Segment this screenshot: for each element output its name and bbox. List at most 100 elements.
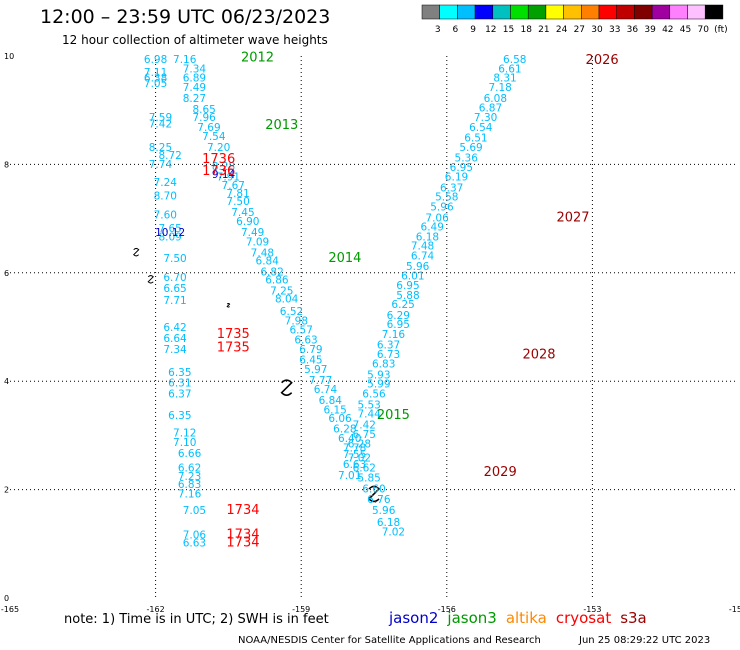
wave-height-value: 6.76 (367, 494, 391, 506)
color-swatch (563, 4, 582, 20)
wave-height-value: 7.11 (144, 67, 167, 79)
color-swatch (439, 4, 458, 20)
wave-height-value: 7.05 (183, 505, 206, 517)
y-tick-label: 8 (4, 160, 9, 169)
wave-height-value: 8.31 (493, 72, 516, 84)
wave-height-value: 7.98 (285, 315, 308, 327)
y-tick-label: 4 (4, 377, 9, 386)
legend-jason3: jason3 (447, 609, 497, 627)
wave-height-value: 7.16 (173, 54, 197, 66)
pass-time-label: 1734 (226, 536, 259, 551)
wave-height-value: 6.51 (464, 133, 487, 145)
wave-height-value: 6.63 (183, 538, 206, 550)
color-scale-label: 33 (609, 25, 620, 35)
island-coastline (367, 485, 381, 503)
wave-height-value: 6.38 (144, 72, 167, 84)
wave-height-value: 6.70 (163, 272, 186, 284)
pass-time-label: 1734 (226, 527, 259, 542)
color-swatch (510, 4, 529, 20)
wave-height-value: 7.74 (149, 159, 173, 171)
wave-height-value: 5.93 (367, 369, 390, 381)
wave-height-value: 6.89 (183, 72, 206, 84)
pass-time-label: 2027 (556, 210, 589, 225)
wave-height-value: 6.84 (319, 395, 343, 407)
wave-height-value: 7.10 (173, 437, 196, 449)
wave-height-value: 5.99 (367, 379, 390, 391)
wave-height-value: 6.01 (401, 270, 424, 282)
wave-height-value: 6.42 (163, 322, 186, 334)
y-tick-label: 10 (4, 52, 14, 61)
pass-time-label: 1735 (217, 327, 250, 342)
wave-height-value: 5.97 (304, 364, 327, 376)
wave-height-value: 8.04 (275, 294, 299, 306)
wave-height-value: 6.66 (178, 448, 202, 460)
credit-line: NOAA/NESDIS Center for Satellite Applica… (238, 635, 541, 646)
wave-height-value: 7.65 (158, 223, 181, 235)
x-tick-label: -150 (729, 605, 740, 614)
wave-height-value: 7.71 (163, 295, 186, 307)
wave-height-value: 6.40 (338, 433, 361, 445)
wave-height-value: 6.37 (440, 183, 463, 195)
pass-time-label: 1736 (202, 152, 235, 167)
wave-height-value: 6.75 (353, 429, 376, 441)
color-swatch (545, 4, 564, 20)
color-scale-label: 39 (644, 25, 656, 35)
wave-height-value: 6.65 (163, 283, 186, 295)
wave-height-value: 7.34 (163, 344, 187, 356)
map-grid: -165 -162 -159 -156 -153 -150 0 2 4 6 8 10 (1, 52, 740, 614)
page-subtitle: 12 hour collection of altimeter wave hei… (62, 33, 328, 47)
wave-height-value: 7.09 (246, 237, 269, 249)
color-swatch (651, 4, 671, 20)
wave-height-value: 8.27 (183, 93, 206, 105)
pass-time-label: 2028 (522, 347, 555, 362)
wave-height-value: 7.49 (183, 82, 206, 94)
wave-height-value: 6.83 (178, 479, 201, 491)
color-scale-label: (ft) (714, 25, 728, 35)
track-east: 6.586.618.317.186.086.877.306.546.515.69… (338, 54, 526, 482)
island-coastline (147, 275, 154, 284)
wave-height-value: 9.14 (212, 169, 236, 181)
pass-time-label: 2029 (484, 465, 517, 480)
wave-height-value: 7.42 (149, 119, 172, 131)
wave-height-value: 8.72 (158, 150, 181, 162)
color-swatch (704, 4, 724, 20)
wave-height-value: 6.74 (411, 250, 435, 262)
wave-height-value: 7.24 (154, 177, 178, 189)
color-scale-label: 27 (574, 25, 585, 35)
wave-height-value: 8.25 (149, 142, 172, 154)
wave-height-value: 7.54 (202, 131, 226, 143)
satellite-legend: jason2 jason3 altika cryosat s3a (389, 609, 656, 627)
pass-time-label: 2026 (586, 53, 619, 68)
color-swatch (616, 4, 635, 20)
wave-height-value: 6.82 (260, 267, 283, 279)
wave-height-value: 6.56 (362, 388, 386, 400)
wave-height-value: 6.87 (479, 102, 502, 114)
y-tick-label: 6 (4, 269, 9, 278)
color-scale-label: 9 (470, 25, 476, 35)
x-tick-label: -153 (583, 605, 601, 614)
wave-height-value: 7.81 (226, 188, 249, 200)
color-swatch (669, 4, 688, 20)
wave-height-value: 7.42 (353, 419, 376, 431)
color-scale-label: 24 (556, 25, 568, 35)
wave-height-value: 6.90 (236, 216, 259, 228)
wave-height-value: 6.37 (168, 388, 191, 400)
wave-height-value: 6.49 (421, 222, 444, 234)
pass-time-label: 2014 (328, 251, 361, 266)
wave-height-value: 6.83 (372, 359, 395, 371)
wave-height-value: 8.65 (192, 104, 215, 116)
wave-height-value: 7.20 (207, 142, 230, 154)
wave-height-value: 7.06 (183, 529, 207, 541)
wave-height-value: 7.67 (222, 180, 245, 192)
wave-height-value: 6.64 (163, 333, 187, 345)
x-tick-label: -159 (292, 605, 310, 614)
color-swatch (598, 4, 617, 20)
wave-height-value: 7.06 (425, 212, 449, 224)
wave-height-value: 6.15 (323, 405, 346, 417)
wave-height-value: 6.57 (290, 325, 313, 337)
wave-height-tracks: 6.98 7.167.11 7.346.38 6.897.05 7.498.278.65… (144, 54, 527, 549)
wave-height-value: 6.54 (469, 122, 493, 134)
color-swatch (581, 4, 600, 20)
wave-height-value: 7.49 (241, 227, 264, 239)
wave-height-value: 5.88 (396, 290, 419, 302)
